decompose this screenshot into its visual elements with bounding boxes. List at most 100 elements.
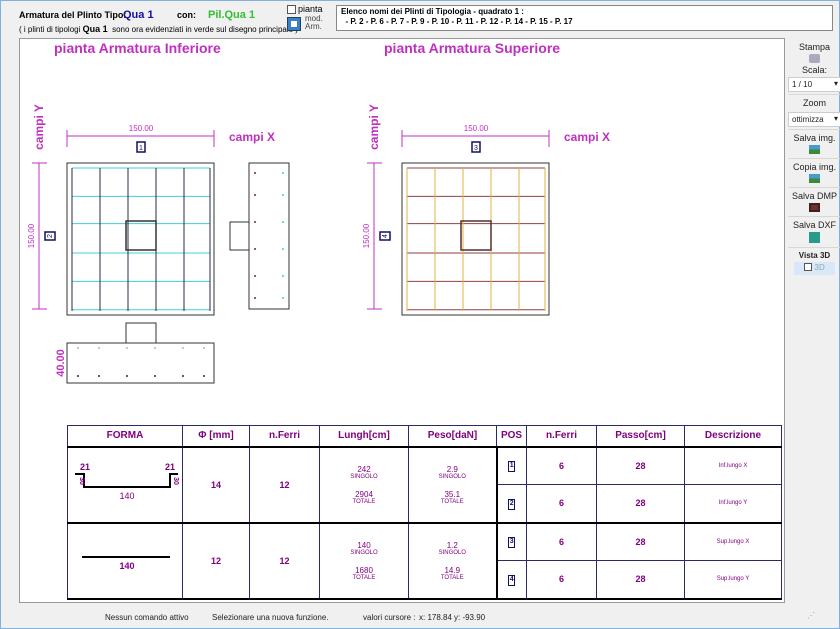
svg-text:30: 30 [78, 477, 85, 485]
stampa-button[interactable]: Stampa [788, 38, 840, 65]
vista3d-checkbox[interactable]: 3D [794, 262, 835, 275]
mod-arm-button[interactable] [287, 17, 301, 31]
title-inferiore: pianta Armatura Inferiore [54, 40, 221, 56]
diametro-cell: 12 [182, 522, 250, 600]
pillar-stub-side [229, 221, 249, 251]
column-header: n.Ferri [526, 425, 597, 448]
reinforcement-table: FORMA Φ [mm] n.Ferri Lungh[cm] Peso[daN] POS n… [67, 425, 782, 600]
salva-img-label: Salva img. [793, 133, 836, 143]
dimension-x-label: 150.00 [464, 124, 489, 133]
vista3d-label: Vista 3D [788, 247, 840, 262]
table-row: 140 12 12 140 SINGOLO 1680 TOTALE 1.2 SINGOL… [67, 522, 782, 600]
shape-straight-bar: 140 [82, 555, 170, 571]
svg-text:30: 30 [172, 477, 179, 485]
rebar-dot [203, 375, 205, 377]
column-header: FORMA [67, 425, 183, 448]
salva-dxf-label: Salva DXF [792, 220, 836, 230]
section-y [66, 342, 215, 384]
row-nferri-cell: 6 [526, 446, 597, 485]
rebar-dot [282, 297, 284, 299]
passo-cell: 28 [596, 484, 685, 524]
checkbox-icon [804, 263, 813, 271]
shape-stirrup: 21 21 30 30 140 [75, 462, 179, 501]
descrizione-cell: Sup.lungo X [684, 522, 782, 561]
descrizione-cell: Sup.lungo Y [684, 560, 782, 600]
rebar-dot [254, 172, 256, 174]
pos-marker [379, 231, 391, 241]
salva-dmp-button[interactable]: Salva DMP [788, 187, 840, 216]
pillar-outline [460, 220, 492, 251]
campi-x-label: campi X [229, 130, 275, 144]
rebar-dot [126, 347, 128, 349]
reinforcement-drawing: pianta Armatura Inferiore pianta Armatur… [27, 40, 610, 384]
forma-cell: 21 21 30 30 140 [67, 446, 183, 524]
salva-dxf-button[interactable]: Salva DXF [788, 216, 840, 247]
forma-cell: 140 [67, 522, 183, 600]
rebar-dot [282, 275, 284, 277]
dxf-icon [809, 232, 820, 243]
rebar-dot [77, 375, 79, 377]
dimension-h-label: 40.00 [55, 349, 67, 377]
status-comando: Nessun comando attivo [105, 613, 189, 622]
column-header: Lungh[cm] [319, 425, 409, 448]
row-nferri-cell: 6 [526, 484, 597, 524]
column-header: n.Ferri [249, 425, 320, 448]
dimension-y-label: 150.00 [362, 223, 371, 248]
column-header: Peso[daN] [408, 425, 497, 448]
title-superiore: pianta Armatura Superiore [384, 40, 560, 56]
rebar-dot [254, 297, 256, 299]
rebar-dot [182, 375, 184, 377]
con-label: con: [177, 10, 196, 20]
peso-cell: 1.2 SINGOLO 14.9 TOTALE [408, 522, 498, 600]
table-row: 21 21 30 30 140 14 12 242 SINGOLO 2904 TOTALE 2… [67, 446, 782, 524]
scala-select[interactable]: 1 / 10 [788, 77, 840, 92]
rebar-dot [182, 347, 184, 349]
salva-img-button[interactable]: Salva img. [788, 129, 840, 158]
pos-label: 1 [139, 145, 143, 152]
status-cursore-label: valori cursore : [363, 613, 416, 622]
status-funzione: Selezionare una nuova funzione. [212, 613, 329, 622]
campi-y-label: campi Y [367, 104, 381, 150]
resize-grip-icon[interactable]: ⋰ [807, 611, 815, 620]
rebar-dot [154, 375, 156, 377]
printer-icon [809, 54, 820, 63]
tipo-label: Armatura del Plinto Tipo: [19, 10, 127, 20]
pos-marker [136, 141, 146, 153]
pianta-checkbox[interactable] [287, 5, 296, 14]
copia-img-button[interactable]: Copia img. [788, 158, 840, 187]
rebar-dot [126, 375, 128, 377]
edit-icon [291, 21, 297, 27]
pos-cell: 2 [496, 484, 527, 524]
pos-cell: 4 [496, 560, 527, 600]
note: ( i plinti di tipologi Qua 1 sono ora ev… [19, 24, 298, 34]
row-nferri-cell: 6 [526, 560, 597, 600]
peso-cell: 2.9 SINGOLO 35.1 TOTALE [408, 446, 498, 524]
rebar-dot [282, 172, 284, 174]
lungh-cell: 242 SINGOLO 2904 TOTALE [319, 446, 409, 524]
zoom-label: Zoom [788, 94, 840, 110]
rebar-dot [254, 221, 256, 223]
rebar-dot [98, 375, 100, 377]
pos-label: 2 [47, 234, 54, 238]
rebar-dot [282, 221, 284, 223]
campi-y-label: campi Y [32, 104, 46, 150]
column-header: Passo[cm] [596, 425, 685, 448]
rebar-dot [154, 347, 156, 349]
pos-label: 4 [382, 234, 389, 238]
rebar-dot [254, 248, 256, 250]
nferri-cell: 12 [249, 446, 320, 524]
con-value: Pil.Qua 1 [208, 9, 256, 21]
zoom-select[interactable]: ottimizza [788, 112, 840, 127]
image-copy-icon [809, 174, 820, 183]
rebar-dot [254, 194, 256, 196]
rebar-dot [282, 248, 284, 250]
column-header: Descrizione [684, 425, 782, 448]
diametro-cell: 14 [182, 446, 250, 524]
passo-cell: 28 [596, 446, 685, 485]
cursor-y: y: -93.90 [454, 613, 486, 622]
stampa-label: Stampa [798, 42, 831, 52]
dimension-y-label: 150.00 [27, 223, 36, 248]
svg-text:140: 140 [119, 561, 134, 571]
table-row: 2 6 28 Inf.lungo Y [68, 484, 782, 524]
lungh-cell: 140 SINGOLO 1680 TOTALE [319, 522, 409, 600]
